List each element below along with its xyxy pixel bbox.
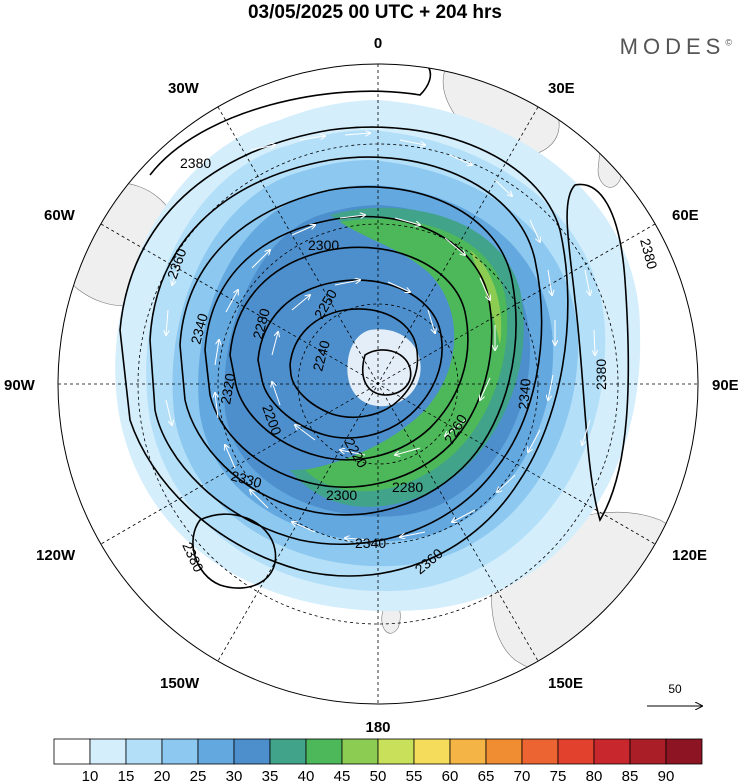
contour-label: 2340 (515, 378, 534, 411)
contour-label: 2380 (180, 155, 211, 171)
colorbar-swatch (125, 738, 163, 765)
colorbar-tick-label: 55 (406, 768, 423, 782)
contour-label: 2340 (187, 311, 211, 345)
colorbar-swatch (161, 738, 199, 765)
colorbar-swatch (665, 738, 703, 765)
lon-label-150e: 150E (548, 675, 583, 692)
colorbar-tick-label: 35 (262, 768, 279, 782)
lon-label-30e: 30E (548, 80, 575, 97)
colorbar-tick-label: 85 (622, 768, 639, 782)
brand-name: MODES (619, 34, 726, 59)
colorbar-tick-label: 25 (190, 768, 207, 782)
colorbar-swatch (485, 738, 523, 765)
map-boundary (57, 63, 699, 705)
colorbar-swatch (377, 738, 415, 765)
colorbar-tick-label: 70 (514, 768, 531, 782)
contour-label: 2330 (229, 467, 263, 491)
colorbar-swatch (629, 738, 667, 765)
colorbar-tick-label: 10 (82, 768, 99, 782)
reference-vector-label: 50 (668, 682, 682, 696)
map-field (58, 64, 698, 704)
lon-label-90w: 90W (4, 377, 36, 394)
lon-label-0: 0 (374, 35, 382, 52)
colorbar-tick-label: 40 (298, 768, 315, 782)
lon-label-180: 180 (365, 719, 390, 736)
colorbar-swatch (413, 738, 451, 765)
colorbar-swatch (449, 738, 487, 765)
colorbar-swatch (341, 738, 379, 765)
colorbar-swatch (521, 738, 559, 765)
lon-label-120e: 120E (672, 547, 707, 564)
brand-logo: MODES© (620, 34, 732, 60)
colorbar-tick-label: 30 (226, 768, 243, 782)
wind-vectors (166, 133, 595, 540)
contour-label: 2300 (326, 487, 357, 503)
colorbar-tick-label: 75 (550, 768, 567, 782)
wind-shade-center (347, 329, 421, 407)
colorbar: 10 15 20 25 30 35 40 45 50 55 60 65 70 75 80 85 90 (53, 738, 703, 782)
colorbar-swatch (233, 738, 271, 765)
lon-label-150w: 150W (160, 675, 200, 692)
colorbar-tick-label: 60 (442, 768, 459, 782)
map-title: 03/05/2025 00 UTC + 204 hrs (247, 2, 503, 23)
contour-label: 2380 (593, 359, 609, 390)
contour-label: 2300 (308, 237, 339, 253)
lon-label-120w: 120W (36, 547, 76, 564)
colorbar-swatch (305, 738, 343, 765)
colorbar-tick-label: 45 (334, 768, 351, 782)
longitude-labels: 0 30E 60E 90E 120E 150E 180 150W 120W 90… (4, 35, 739, 736)
contour-label: 2380 (637, 237, 661, 271)
colorbar-swatch (593, 738, 631, 765)
lon-label-60w: 60W (44, 207, 76, 224)
lon-label-90e: 90E (712, 377, 739, 394)
colorbar-tick-label: 20 (154, 768, 171, 782)
contour-label: 2280 (249, 306, 273, 340)
contour-label: 2320 (217, 372, 238, 406)
colorbar-swatch (557, 738, 595, 765)
brand-mark: © (725, 37, 732, 48)
lon-label-30w: 30W (168, 80, 200, 97)
lon-label-60e: 60E (672, 207, 699, 224)
colorbar-tick-label: 80 (586, 768, 603, 782)
graticule (58, 64, 698, 704)
colorbar-swatch (53, 738, 91, 765)
colorbar-tick-label: 15 (118, 768, 135, 782)
wind-shade-50 (470, 250, 502, 345)
contour-label: 2240 (309, 338, 333, 372)
colorbar-tick-label: 65 (478, 768, 495, 782)
contour-label: 2280 (392, 479, 423, 495)
colorbar-tick-label: 90 (658, 768, 675, 782)
wind-shade-45 (305, 218, 508, 492)
reference-vector: 50 (647, 682, 702, 706)
contour-label: 2340 (355, 535, 386, 551)
colorbar-swatch (89, 738, 127, 765)
colorbar-swatch (197, 738, 235, 765)
colorbar-tick-label: 50 (370, 768, 387, 782)
colorbar-swatch (269, 738, 307, 765)
